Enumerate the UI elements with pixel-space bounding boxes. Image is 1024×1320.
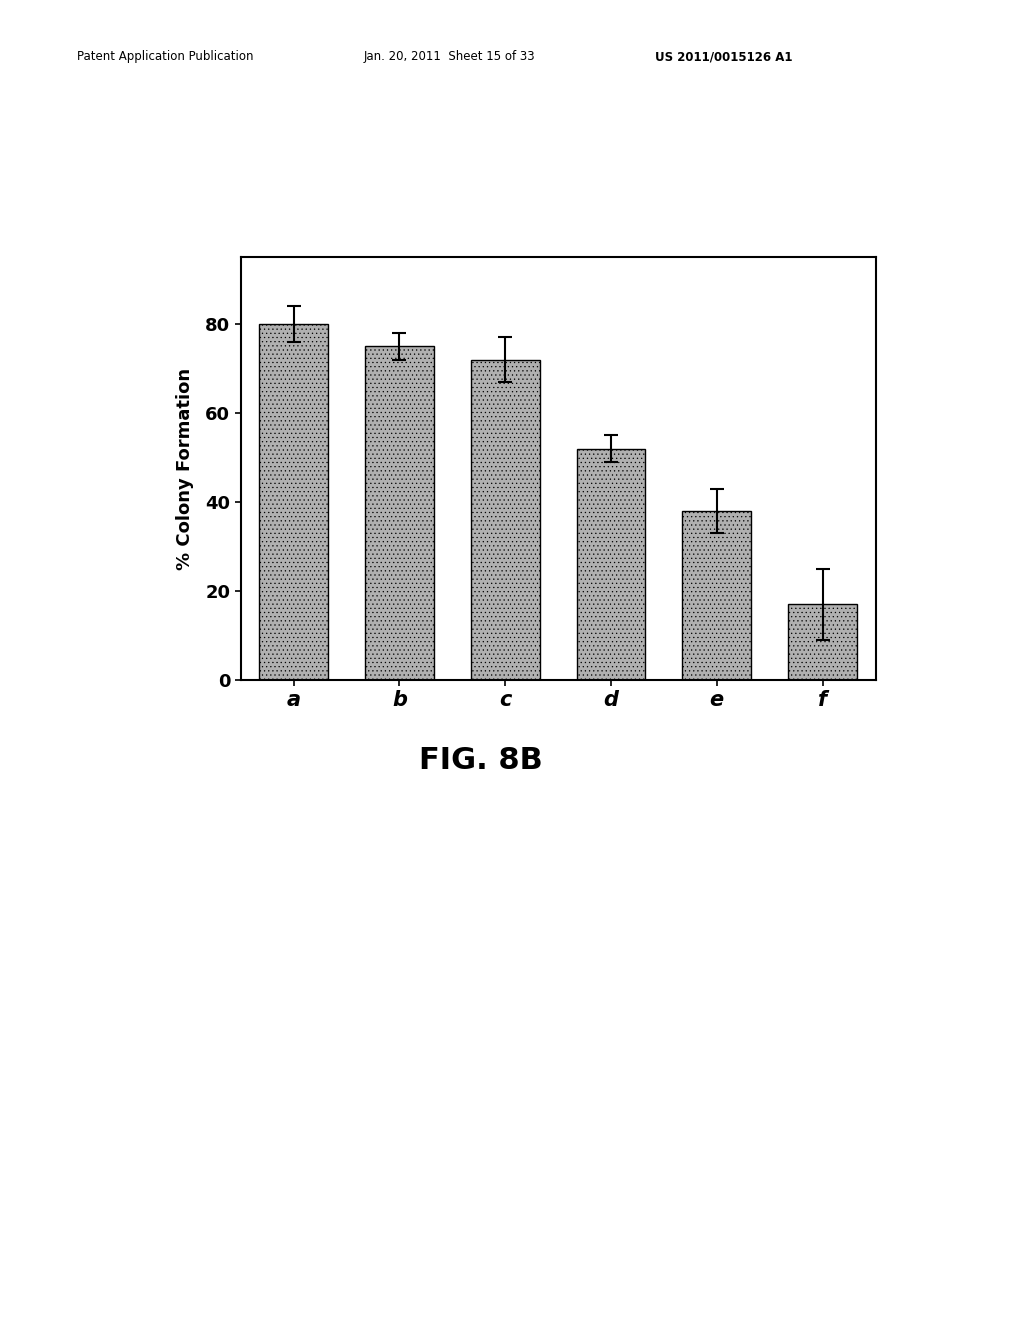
- Bar: [682, 511, 752, 680]
- Y-axis label: % Colony Formation: % Colony Formation: [176, 367, 194, 570]
- Text: Jan. 20, 2011  Sheet 15 of 33: Jan. 20, 2011 Sheet 15 of 33: [364, 50, 536, 63]
- Bar: [788, 605, 857, 680]
- Bar: [471, 359, 540, 680]
- Text: FIG. 8B: FIG. 8B: [420, 746, 543, 775]
- Text: US 2011/0015126 A1: US 2011/0015126 A1: [655, 50, 793, 63]
- Bar: [365, 346, 434, 680]
- Text: Patent Application Publication: Patent Application Publication: [77, 50, 253, 63]
- Bar: [259, 325, 328, 680]
- Bar: [577, 449, 645, 680]
